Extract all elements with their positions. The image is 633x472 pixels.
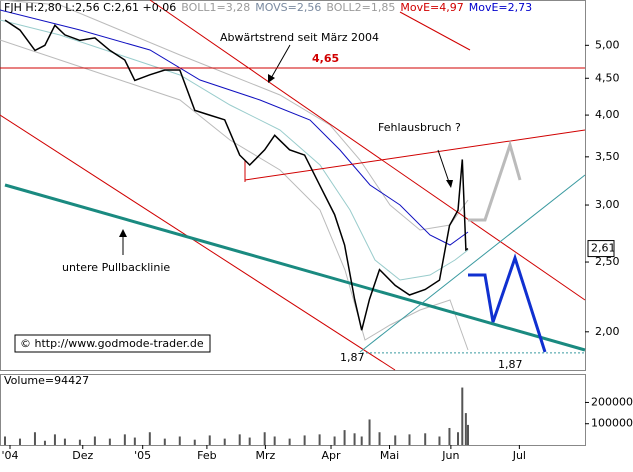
volume-bar <box>464 413 467 445</box>
volume-bar <box>78 439 81 445</box>
y-tick-label: 3,50 <box>595 150 620 163</box>
x-tick-label: Jul <box>512 449 526 462</box>
volume-bar <box>303 435 306 445</box>
last-price-label: 2,61 <box>591 242 616 255</box>
x-tick-label: '05 <box>134 449 151 462</box>
volume-bar <box>3 436 6 445</box>
volume-bar <box>368 419 371 445</box>
volume-bar <box>93 436 96 445</box>
volume-bar <box>53 434 56 445</box>
annotation: Abwärtstrend seit März 2004 <box>220 31 379 44</box>
y-tick-label: 5,00 <box>595 38 620 51</box>
trend-channel-lower <box>0 114 396 371</box>
level-label: 1,87 <box>498 358 523 371</box>
volume-bar <box>163 438 166 445</box>
volume-bar <box>18 438 21 445</box>
y-tick-label: 2,00 <box>595 325 620 338</box>
annotation: untere Pullbacklinie <box>62 261 170 274</box>
volume-panel <box>0 374 586 446</box>
last-price-box <box>587 240 615 258</box>
header-item: BOLL2=1,85 <box>326 1 395 14</box>
volume-bar <box>273 436 276 445</box>
volume-bar <box>457 432 460 445</box>
header-item: MovE=4,97 <box>400 1 463 14</box>
moving-average-short <box>0 19 469 281</box>
arrow-head <box>119 229 127 237</box>
volume-bar <box>33 432 36 445</box>
x-tick-label: Jun <box>441 449 459 462</box>
volume-bar <box>360 436 363 445</box>
volume-bar <box>467 424 469 445</box>
copyright-box <box>14 334 211 353</box>
header: FJH H:2,80 L:2,56 C:2,61 +0,06 BOLL1=3,28… <box>4 1 532 14</box>
volume-title: Volume=94427 <box>4 374 89 387</box>
volume-bar <box>343 430 346 445</box>
volume-bar <box>448 427 451 445</box>
volume-bar <box>353 433 356 445</box>
support-line <box>359 174 586 353</box>
x-tick-label: '04 <box>1 449 18 462</box>
volume-bar <box>378 432 381 445</box>
annotation: Fehlausbruch ? <box>378 121 461 134</box>
header-item: MOVS=2,56 <box>255 1 321 14</box>
volume-bar <box>193 439 196 445</box>
x-tick-label: Mai <box>380 449 399 462</box>
volume-bar <box>318 434 321 445</box>
volume-bar <box>248 437 251 445</box>
arrow-head <box>446 180 453 188</box>
volume-bar <box>424 433 427 445</box>
x-tick-label: Feb <box>197 449 216 462</box>
arrow <box>437 149 451 186</box>
level-label: 1,87 <box>340 351 365 364</box>
volume-bar <box>461 387 464 445</box>
x-tick-label: Apr <box>322 449 342 462</box>
y-tick-label: 2,50 <box>595 255 620 268</box>
header-item: MovE=2,73 <box>469 1 532 14</box>
volume-bar <box>133 437 136 445</box>
volume-bar <box>208 435 211 445</box>
projection <box>468 253 547 353</box>
header-item: FJH H:2,80 L:2,56 C:2,61 +0,06 <box>4 1 176 14</box>
volume-bar <box>288 438 291 445</box>
volume-bar <box>108 438 111 445</box>
trend-channel-upper <box>149 0 586 301</box>
projection-alt <box>468 139 522 222</box>
volume-bar <box>123 434 126 445</box>
trend-line <box>244 129 586 181</box>
price-panel <box>0 0 586 371</box>
x-tick-label: Mrz <box>255 449 275 462</box>
x-tick-label: Dez <box>72 449 93 462</box>
header-item: BOLL1=3,28 <box>181 1 250 14</box>
volume-bar <box>333 436 336 445</box>
volume-bar <box>43 440 46 445</box>
y-tick-label: 4,00 <box>595 108 620 121</box>
volume-bar <box>438 436 441 445</box>
y-tick-label: 4,50 <box>595 71 620 84</box>
volume-bar <box>223 438 226 445</box>
price-line <box>4 19 469 331</box>
y-tick-label: 3,00 <box>595 198 620 211</box>
annotation: © http://www.godmode-trader.de <box>20 337 204 350</box>
volume-bar <box>394 435 397 445</box>
volume-bar <box>63 438 66 445</box>
trend-line <box>399 11 471 51</box>
y-tick-label: 100000 <box>591 417 633 430</box>
y-tick-label: 200000 <box>591 395 633 408</box>
volume-bar <box>263 432 266 445</box>
bollinger-upper <box>0 0 469 231</box>
volume-bar <box>178 436 181 445</box>
bollinger-lower <box>0 39 469 351</box>
moving-average <box>0 9 469 246</box>
arrow-head <box>268 74 275 83</box>
level-label: 4,65 <box>312 52 339 65</box>
volume-bar <box>148 432 151 445</box>
volume-bar <box>238 434 241 445</box>
pullback-line <box>4 183 586 352</box>
volume-bar <box>408 434 411 445</box>
arrow <box>269 44 291 81</box>
